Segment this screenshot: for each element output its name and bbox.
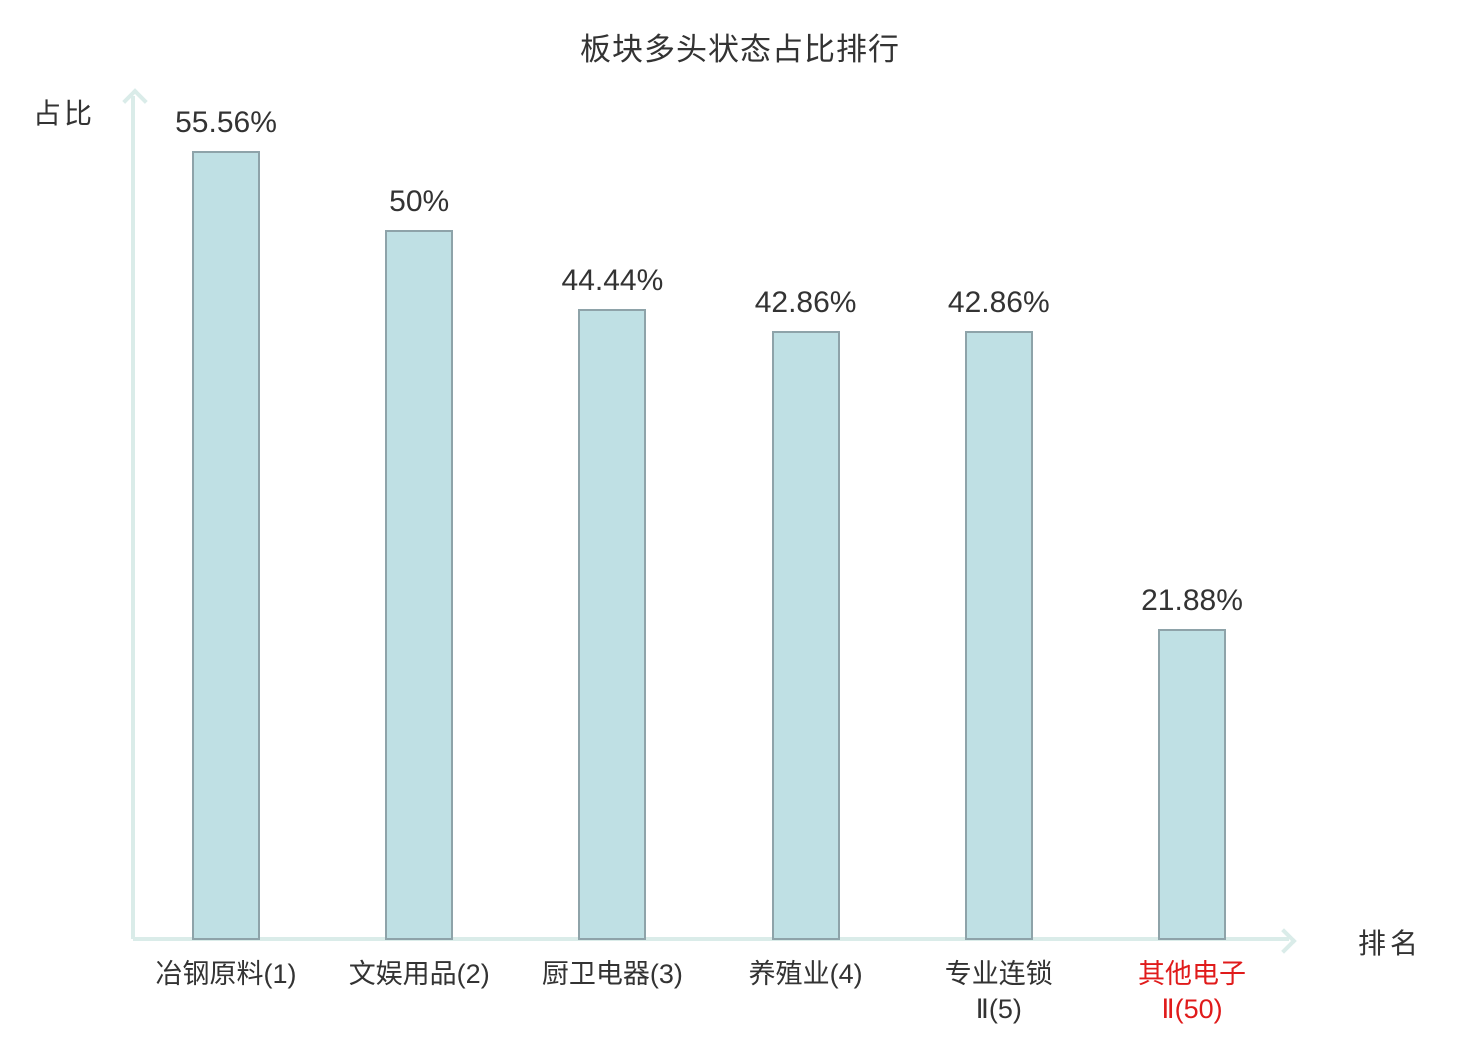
bar	[192, 151, 260, 940]
bar-category-label-line: Ⅱ(5)	[975, 994, 1022, 1024]
bar-category-label-line: 其他电子	[1138, 959, 1246, 989]
x-axis-line	[133, 928, 1297, 954]
bar-category-label-line: 冶钢原料(1)	[155, 959, 297, 989]
bar-value-label: 42.86%	[754, 286, 857, 319]
y-axis-label: 占比	[33, 98, 96, 129]
bar-category-label-line: 厨卫电器(3)	[541, 959, 683, 989]
bar	[1158, 629, 1226, 940]
x-axis-arrow-icon	[1271, 928, 1297, 954]
chart-title: 板块多头状态占比排行	[580, 32, 900, 67]
bar	[385, 230, 454, 940]
bar-value-label: 21.88%	[1141, 584, 1243, 617]
bar-category-label-line: Ⅱ(50)	[1161, 994, 1223, 1024]
bar-category-label-line: 养殖业(4)	[748, 959, 863, 989]
bar-category-label: 厨卫电器(3)	[472, 957, 752, 992]
bar-category-label: 其他电子 Ⅱ(50)	[1052, 957, 1332, 1027]
bar-value-label: 55.56%	[175, 106, 277, 139]
bar-category-label: 专业连锁 Ⅱ(5)	[859, 957, 1139, 1027]
bar	[964, 331, 1033, 940]
bar	[578, 309, 647, 940]
y-axis-line	[122, 88, 148, 939]
bar	[771, 331, 840, 940]
bar-category-label-line: 文娱用品(2)	[348, 959, 490, 989]
bar-category-label-line: 专业连锁	[944, 959, 1053, 989]
bar-category-label: 文娱用品(2)	[279, 957, 559, 992]
bar-value-label: 42.86%	[947, 286, 1050, 319]
x-axis-label: 排名	[1358, 928, 1423, 959]
bar-category-label: 养殖业(4)	[666, 957, 946, 992]
bar-value-label: 44.44%	[561, 264, 664, 297]
bar-value-label: 50%	[389, 185, 450, 218]
bar-category-label: 冶钢原料(1)	[86, 957, 366, 992]
